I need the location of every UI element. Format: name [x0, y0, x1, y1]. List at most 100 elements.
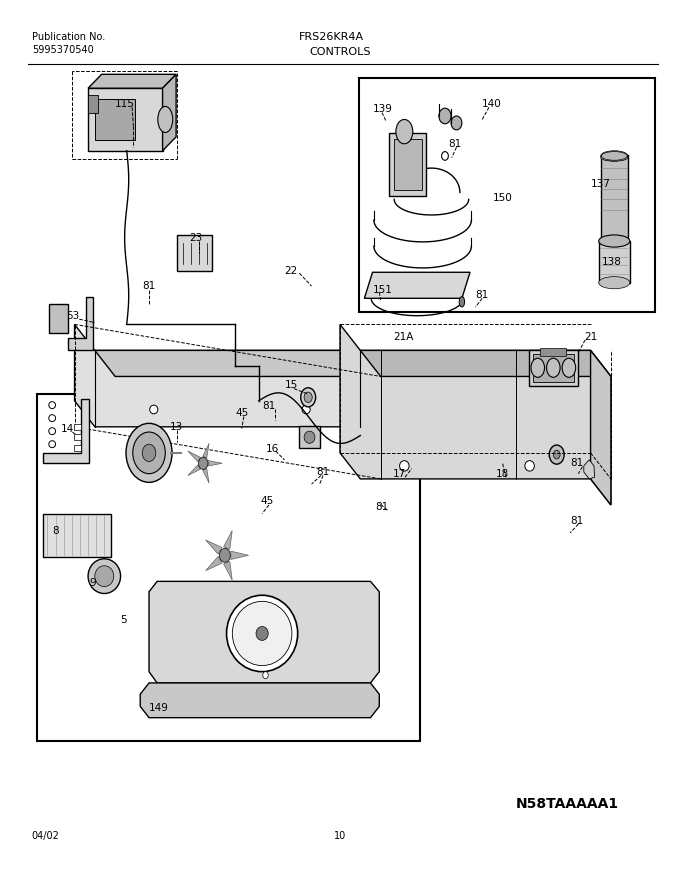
- Text: 45: 45: [235, 408, 248, 418]
- Bar: [95, 98, 135, 140]
- Polygon shape: [140, 683, 379, 718]
- Polygon shape: [205, 540, 222, 554]
- Polygon shape: [364, 273, 470, 299]
- Polygon shape: [224, 530, 232, 550]
- Bar: [600, 156, 628, 238]
- Ellipse shape: [220, 549, 231, 563]
- Ellipse shape: [256, 626, 268, 640]
- Polygon shape: [75, 324, 381, 453]
- Text: 150: 150: [492, 192, 512, 203]
- Ellipse shape: [49, 415, 56, 422]
- Text: 9: 9: [90, 578, 96, 588]
- Ellipse shape: [531, 358, 545, 377]
- Ellipse shape: [547, 358, 560, 377]
- Text: 81: 81: [475, 290, 489, 300]
- Ellipse shape: [304, 431, 315, 443]
- Bar: [74, 435, 81, 440]
- Ellipse shape: [49, 402, 56, 408]
- Bar: [529, 349, 578, 386]
- Text: 81: 81: [448, 138, 462, 149]
- Polygon shape: [340, 324, 611, 505]
- Polygon shape: [231, 551, 249, 559]
- Text: 13: 13: [169, 422, 183, 432]
- Ellipse shape: [598, 277, 630, 289]
- Ellipse shape: [439, 108, 451, 124]
- Polygon shape: [49, 303, 68, 333]
- Polygon shape: [584, 460, 594, 479]
- Polygon shape: [205, 557, 222, 571]
- Text: 115: 115: [115, 98, 135, 109]
- Text: 81: 81: [142, 281, 156, 291]
- Text: 81: 81: [316, 467, 330, 477]
- Text: 23: 23: [190, 233, 203, 242]
- Text: 151: 151: [373, 285, 392, 294]
- Text: 14: 14: [61, 423, 74, 434]
- Polygon shape: [208, 461, 222, 466]
- Ellipse shape: [601, 152, 627, 160]
- Ellipse shape: [95, 566, 114, 586]
- Polygon shape: [590, 350, 611, 505]
- Text: 10: 10: [334, 831, 346, 841]
- Text: 21: 21: [584, 332, 597, 341]
- Text: 139: 139: [373, 104, 392, 114]
- Ellipse shape: [150, 405, 158, 414]
- Ellipse shape: [126, 423, 172, 483]
- Text: 53: 53: [66, 311, 79, 321]
- Ellipse shape: [600, 151, 628, 161]
- Ellipse shape: [549, 445, 564, 464]
- Text: 16: 16: [265, 443, 279, 454]
- Text: 81: 81: [571, 458, 583, 469]
- Bar: [533, 354, 574, 381]
- Polygon shape: [360, 350, 611, 376]
- Polygon shape: [224, 561, 232, 580]
- Bar: [598, 241, 630, 283]
- Text: 137: 137: [590, 179, 611, 189]
- Ellipse shape: [302, 405, 310, 414]
- Text: CONTROLS: CONTROLS: [309, 46, 371, 57]
- Bar: [389, 133, 426, 196]
- Text: 18: 18: [496, 469, 509, 479]
- Bar: [74, 444, 81, 450]
- Bar: [177, 235, 212, 272]
- Text: 04/02: 04/02: [32, 831, 60, 841]
- Ellipse shape: [158, 106, 173, 132]
- Text: 8: 8: [52, 526, 58, 536]
- Bar: [541, 348, 566, 356]
- Ellipse shape: [600, 154, 628, 161]
- Ellipse shape: [49, 441, 56, 448]
- Ellipse shape: [400, 461, 409, 471]
- Ellipse shape: [459, 297, 464, 307]
- Ellipse shape: [562, 358, 576, 377]
- Text: 81: 81: [571, 516, 583, 525]
- Text: Publication No.: Publication No.: [32, 31, 105, 42]
- Text: 81: 81: [262, 401, 275, 411]
- Ellipse shape: [451, 116, 462, 130]
- Ellipse shape: [199, 457, 208, 469]
- Text: 15: 15: [284, 380, 298, 390]
- Ellipse shape: [554, 450, 560, 459]
- Polygon shape: [203, 469, 209, 483]
- Text: 21A: 21A: [393, 332, 413, 341]
- Polygon shape: [203, 443, 209, 458]
- Bar: [88, 95, 98, 112]
- Text: 45: 45: [260, 496, 273, 506]
- Polygon shape: [68, 297, 92, 350]
- Text: 138: 138: [601, 257, 622, 267]
- Text: 22: 22: [284, 266, 298, 275]
- Bar: [394, 139, 422, 190]
- Ellipse shape: [49, 428, 56, 435]
- Text: 140: 140: [482, 98, 502, 109]
- Bar: [74, 424, 81, 430]
- Ellipse shape: [525, 461, 534, 471]
- Text: 17: 17: [393, 469, 406, 479]
- Ellipse shape: [133, 432, 165, 474]
- Polygon shape: [95, 350, 381, 376]
- Text: 81: 81: [375, 502, 388, 511]
- Text: 5995370540: 5995370540: [32, 44, 94, 55]
- Ellipse shape: [396, 119, 413, 144]
- Text: FRS26KR4A: FRS26KR4A: [299, 31, 364, 42]
- Bar: [37, 394, 420, 741]
- Polygon shape: [44, 399, 90, 463]
- Ellipse shape: [262, 672, 268, 679]
- Text: 5: 5: [120, 615, 126, 625]
